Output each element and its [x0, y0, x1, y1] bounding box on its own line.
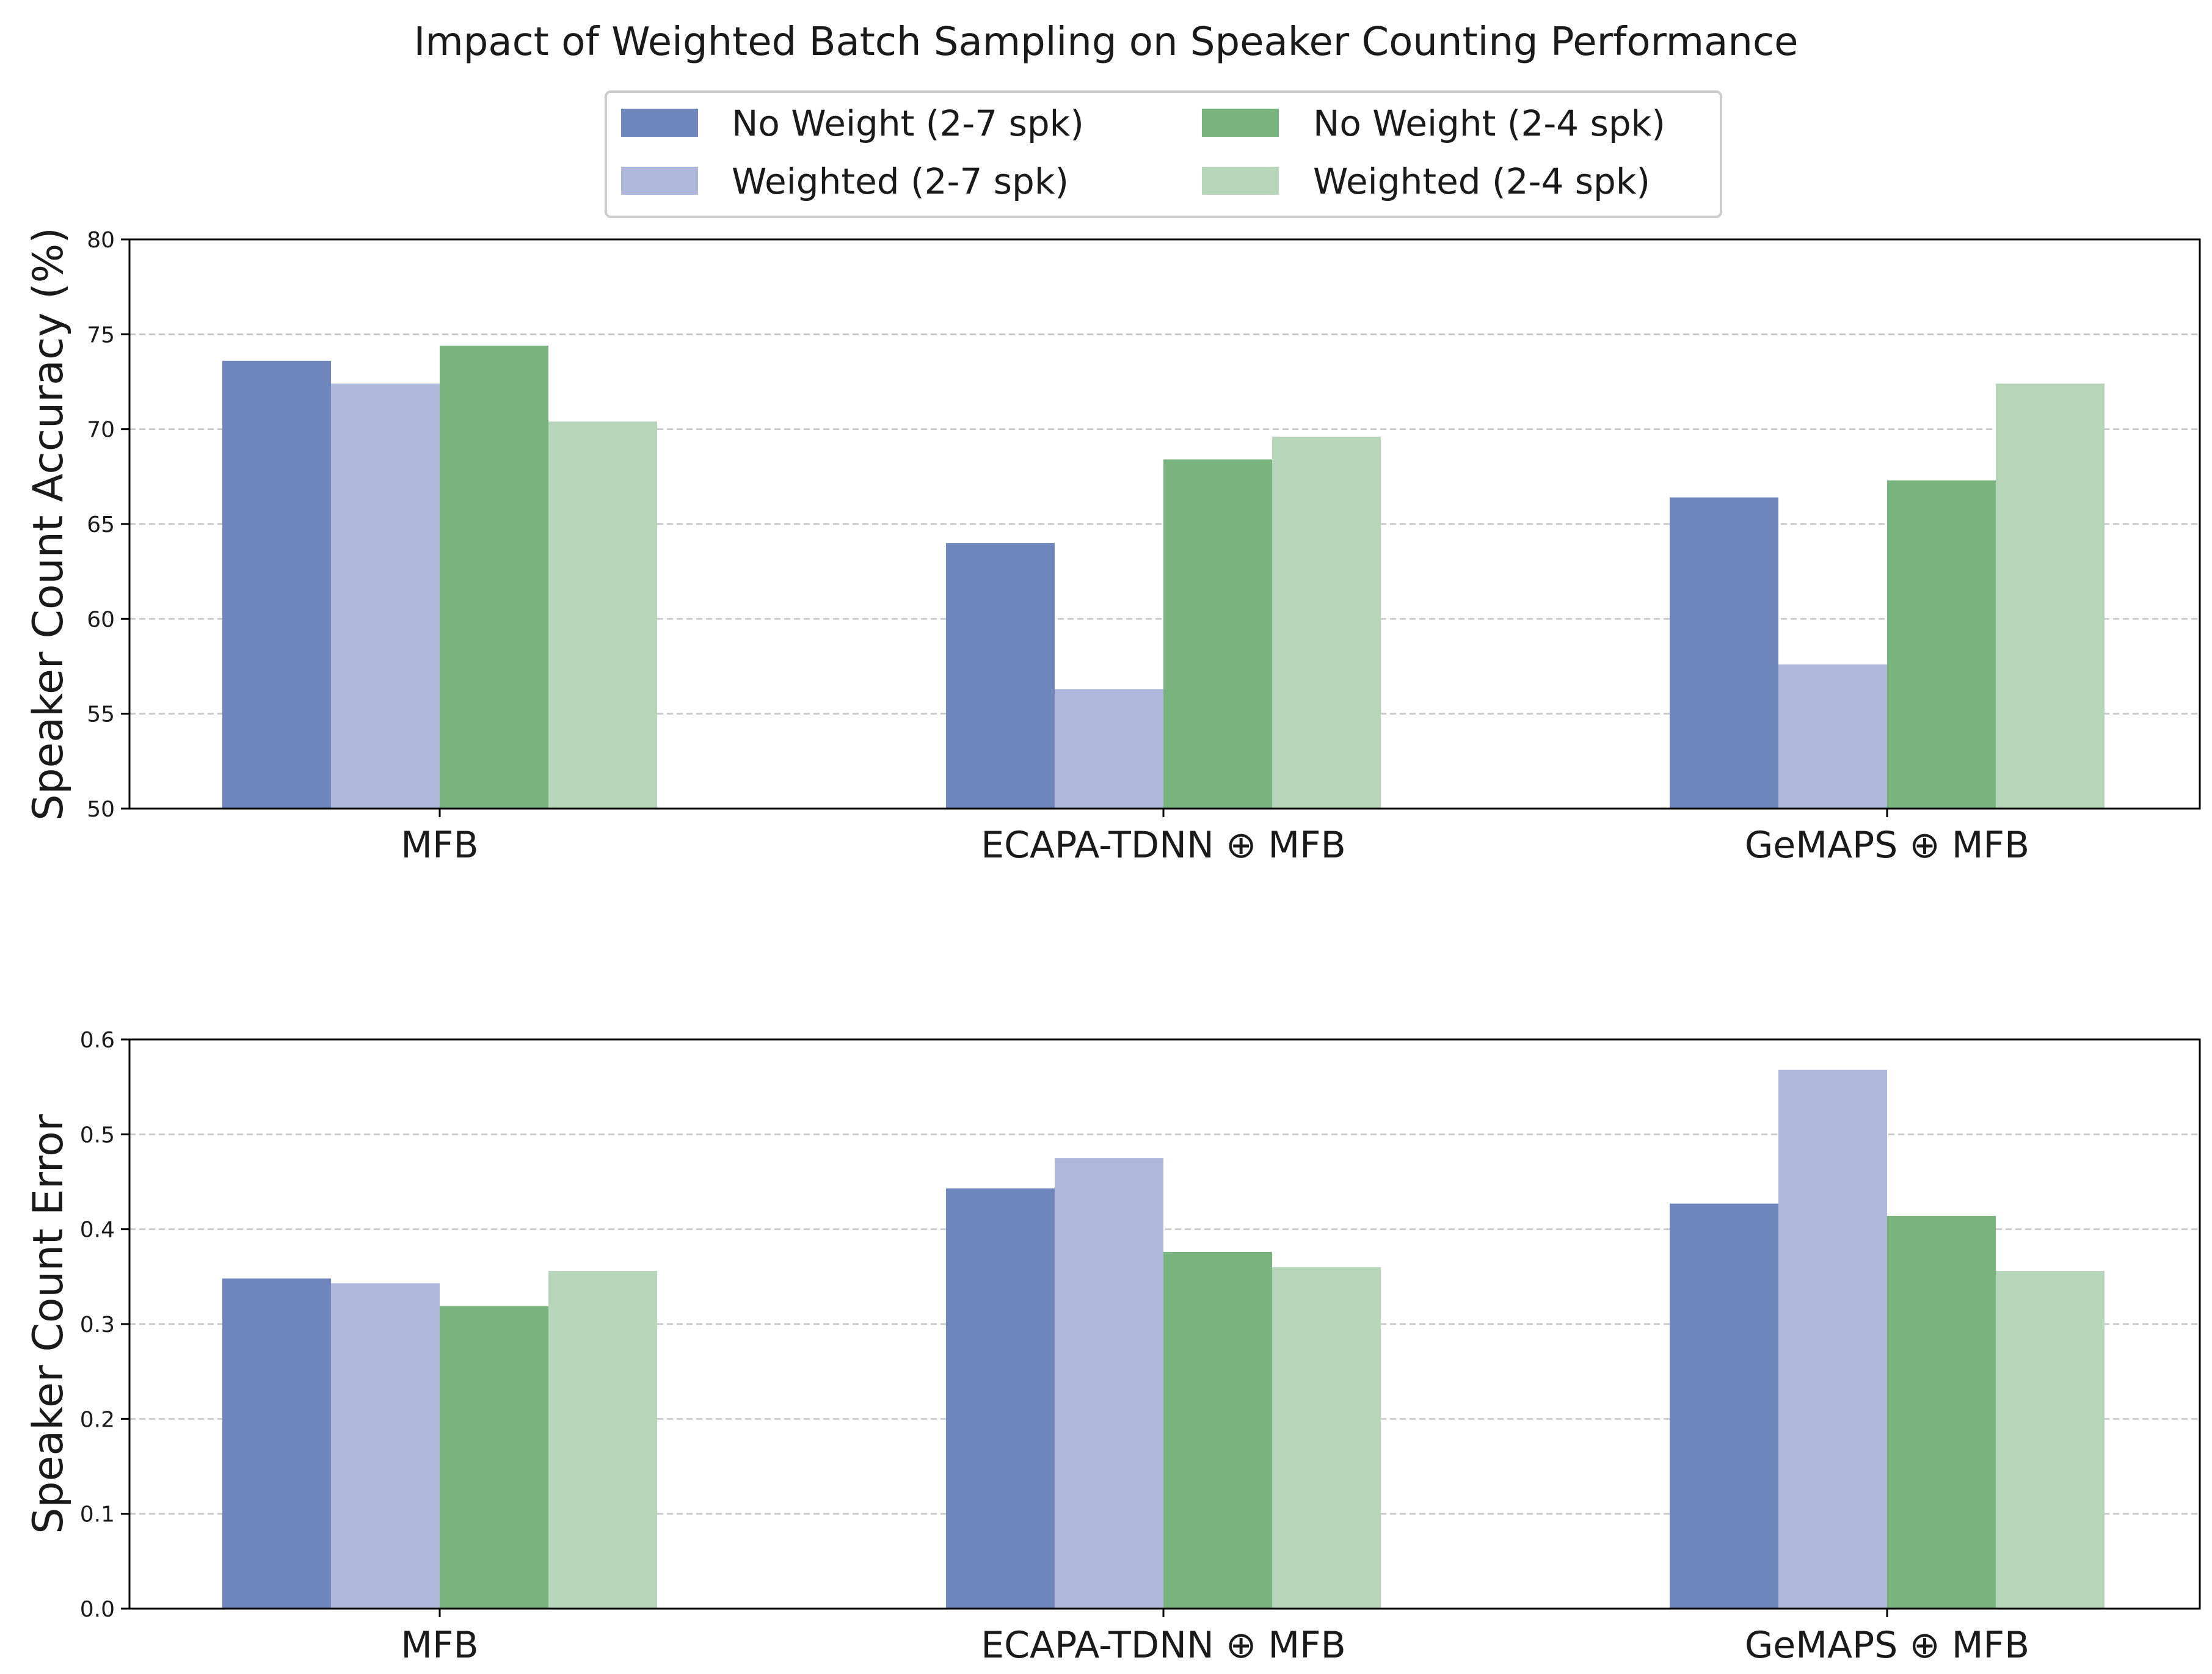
error-ytick-label: 0.0	[80, 1597, 115, 1622]
error-ytick-label: 0.3	[80, 1312, 115, 1337]
error-bar	[1996, 1271, 2105, 1609]
accuracy-xticks: MFB ECAPA-TDNN ⊕ MFB GeMAPS ⊕ MFB	[401, 809, 2029, 867]
accuracy-ytick-label: 55	[87, 702, 115, 727]
legend-label-3: Weighted (2-4 spk)	[1313, 161, 1650, 202]
accuracy-bar	[222, 360, 331, 809]
legend: No Weight (2-7 spk) Weighted (2-7 spk) N…	[605, 90, 1722, 218]
error-bar	[1163, 1251, 1272, 1609]
error-bar	[440, 1306, 548, 1609]
accuracy-bar	[1778, 664, 1887, 809]
error-xtick-label: MFB	[401, 1624, 478, 1667]
legend-label-0: No Weight (2-7 spk)	[732, 103, 1084, 144]
error-ytick-label: 0.2	[80, 1407, 115, 1432]
accuracy-bar	[548, 421, 657, 809]
accuracy-bar	[1163, 459, 1272, 809]
error-chart: 0.0 0.1 0.2 0.3 0.4 0.5 0.6 MFB ECAPA-TDNN ⊕ MF…	[24, 1028, 2201, 1667]
error-bar	[1055, 1158, 1163, 1609]
error-yticks: 0.0 0.1 0.2 0.3 0.4 0.5 0.6	[80, 1028, 129, 1622]
legend-swatch-0	[621, 109, 698, 137]
error-ytick-label: 0.6	[80, 1028, 115, 1053]
accuracy-ytick-label: 75	[87, 322, 115, 348]
error-ytick-label: 0.4	[80, 1218, 115, 1243]
error-bar	[331, 1283, 440, 1609]
error-bar	[1670, 1203, 1778, 1609]
error-ytick-label: 0.1	[80, 1502, 115, 1527]
accuracy-bar	[946, 543, 1055, 809]
error-bar	[1272, 1267, 1381, 1609]
error-xtick-label: GeMAPS ⊕ MFB	[1745, 1624, 2029, 1667]
accuracy-ytick-label: 50	[87, 797, 115, 822]
error-bar	[946, 1188, 1055, 1609]
figure-title: Impact of Weighted Batch Sampling on Spe…	[414, 20, 1799, 65]
error-bar	[222, 1278, 331, 1609]
accuracy-bar	[1670, 497, 1778, 809]
accuracy-ytick-label: 80	[87, 228, 115, 253]
legend-swatch-2	[1202, 109, 1279, 137]
error-xtick-label: ECAPA-TDNN ⊕ MFB	[981, 1624, 1346, 1667]
accuracy-bars	[222, 345, 2105, 809]
accuracy-chart: 50 55 60 65 70 75 80 MFB ECAPA-TDNN ⊕ MFB GeMAPS…	[24, 227, 2201, 867]
accuracy-bar	[331, 384, 440, 809]
accuracy-xtick-label: GeMAPS ⊕ MFB	[1745, 824, 2029, 867]
legend-label-2: No Weight (2-4 spk)	[1313, 103, 1665, 144]
accuracy-bar	[1272, 437, 1381, 809]
accuracy-bar	[440, 345, 548, 809]
error-bars	[222, 1069, 2105, 1609]
legend-swatch-3	[1202, 167, 1279, 195]
accuracy-bar	[1055, 689, 1163, 809]
accuracy-ytick-label: 70	[87, 418, 115, 443]
accuracy-bar	[1996, 384, 2105, 809]
legend-label-1: Weighted (2-7 spk)	[732, 161, 1069, 202]
error-bar	[1778, 1069, 1887, 1609]
error-xticks: MFB ECAPA-TDNN ⊕ MFB GeMAPS ⊕ MFB	[401, 1609, 2029, 1667]
error-ylabel: Speaker Count Error	[24, 1114, 73, 1534]
accuracy-ylabel: Speaker Count Accuracy (%)	[24, 227, 73, 821]
accuracy-yticks: 50 55 60 65 70 75 80	[87, 228, 129, 822]
accuracy-ytick-label: 60	[87, 607, 115, 632]
accuracy-ytick-label: 65	[87, 512, 115, 537]
error-bar	[548, 1271, 657, 1609]
accuracy-xtick-label: ECAPA-TDNN ⊕ MFB	[981, 824, 1346, 867]
legend-swatch-1	[621, 167, 698, 195]
error-bar	[1887, 1215, 1996, 1609]
error-ytick-label: 0.5	[80, 1123, 115, 1148]
legend-frame	[605, 90, 1722, 218]
accuracy-bar	[1887, 480, 1996, 809]
accuracy-xtick-label: MFB	[401, 824, 478, 867]
